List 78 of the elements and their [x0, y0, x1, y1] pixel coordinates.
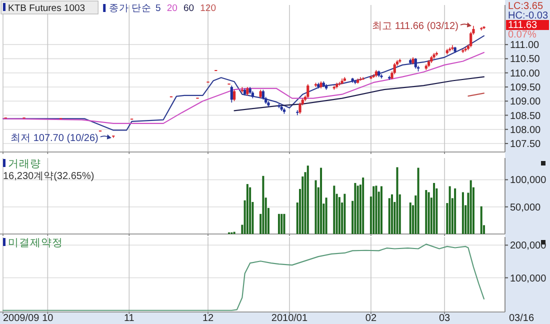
y-tick-label: 109.50	[510, 82, 542, 94]
bar	[325, 198, 328, 234]
bar	[375, 186, 378, 234]
text: HC:-0.03	[508, 10, 548, 22]
text: 0.07%	[508, 30, 536, 40]
candlestick	[262, 89, 264, 100]
bar	[433, 182, 436, 234]
bar	[262, 176, 264, 234]
y-tick-label: 108.50	[510, 110, 542, 122]
bar	[362, 178, 364, 234]
bar	[462, 192, 464, 234]
y-tick-label: 50,000	[510, 202, 542, 214]
y-tick-label: 110.00	[510, 68, 540, 80]
annotation: 최저 107.70 (10/26)	[10, 132, 98, 144]
bar	[448, 186, 451, 234]
y-tick-label: 100,000	[510, 273, 547, 284]
chart-title: 미결제약정	[8, 237, 63, 249]
legend-title: 종가 단순	[109, 3, 152, 14]
y-tick-label: 110.50	[510, 54, 540, 66]
bar	[314, 180, 317, 234]
bar	[390, 194, 393, 234]
candlestick	[306, 84, 310, 99]
text: 120	[200, 3, 216, 14]
x-tick-label: 02	[365, 313, 377, 324]
bar	[344, 194, 346, 234]
bar	[417, 168, 420, 234]
y-tick-label: 111.00	[510, 40, 540, 52]
bar	[356, 186, 359, 234]
x-tick-label: 03	[438, 313, 451, 324]
bar	[249, 187, 252, 234]
chart-title: KTB Futures 1003	[8, 3, 86, 14]
bar	[283, 214, 286, 234]
text: 20	[166, 3, 178, 14]
bar	[396, 167, 398, 234]
bar	[380, 186, 382, 234]
bar	[320, 168, 322, 234]
bar	[425, 190, 428, 234]
y-tick-label: 109.00	[510, 96, 542, 108]
x-tick-label: 2009/09	[3, 313, 40, 324]
x-tick-label: 2010/01	[271, 313, 308, 324]
x-tick-label: 10	[42, 313, 54, 324]
chart-title: 거래량	[8, 158, 41, 170]
candlestick	[414, 58, 417, 70]
candlestick	[296, 110, 299, 116]
candlestick	[232, 89, 236, 102]
bar	[454, 188, 456, 234]
text: 60	[184, 3, 194, 14]
bar	[246, 184, 248, 234]
bar	[409, 202, 412, 234]
text: 111.63	[508, 20, 538, 31]
bar	[302, 176, 304, 234]
text: 03/16	[509, 313, 534, 324]
text: 5	[156, 3, 161, 14]
candlestick	[393, 62, 396, 75]
bar	[480, 206, 482, 234]
x-tick-label: 12	[202, 313, 214, 324]
candlestick	[359, 76, 362, 82]
bar	[388, 198, 390, 234]
bar	[280, 214, 283, 234]
line-series	[2, 52, 485, 124]
bar	[333, 186, 336, 234]
y-tick-label: 107.50	[510, 139, 542, 150]
text: LC:3.65	[508, 1, 544, 12]
bar	[354, 182, 356, 234]
line-series	[234, 76, 485, 112]
y-tick-label: 108.00	[510, 124, 542, 136]
bar	[306, 166, 309, 234]
candlestick	[230, 85, 233, 103]
text: 16,230계약(32.65%)	[3, 171, 94, 182]
bar	[428, 192, 430, 234]
bar	[278, 214, 280, 234]
y-tick-label: 100,000	[510, 175, 547, 186]
bar	[372, 186, 375, 234]
x-tick-label: 11	[124, 313, 135, 324]
annotation: 최고 111.66 (03/12)	[372, 20, 458, 32]
bar	[470, 180, 472, 234]
candlestick	[298, 102, 302, 114]
bar	[338, 197, 340, 234]
